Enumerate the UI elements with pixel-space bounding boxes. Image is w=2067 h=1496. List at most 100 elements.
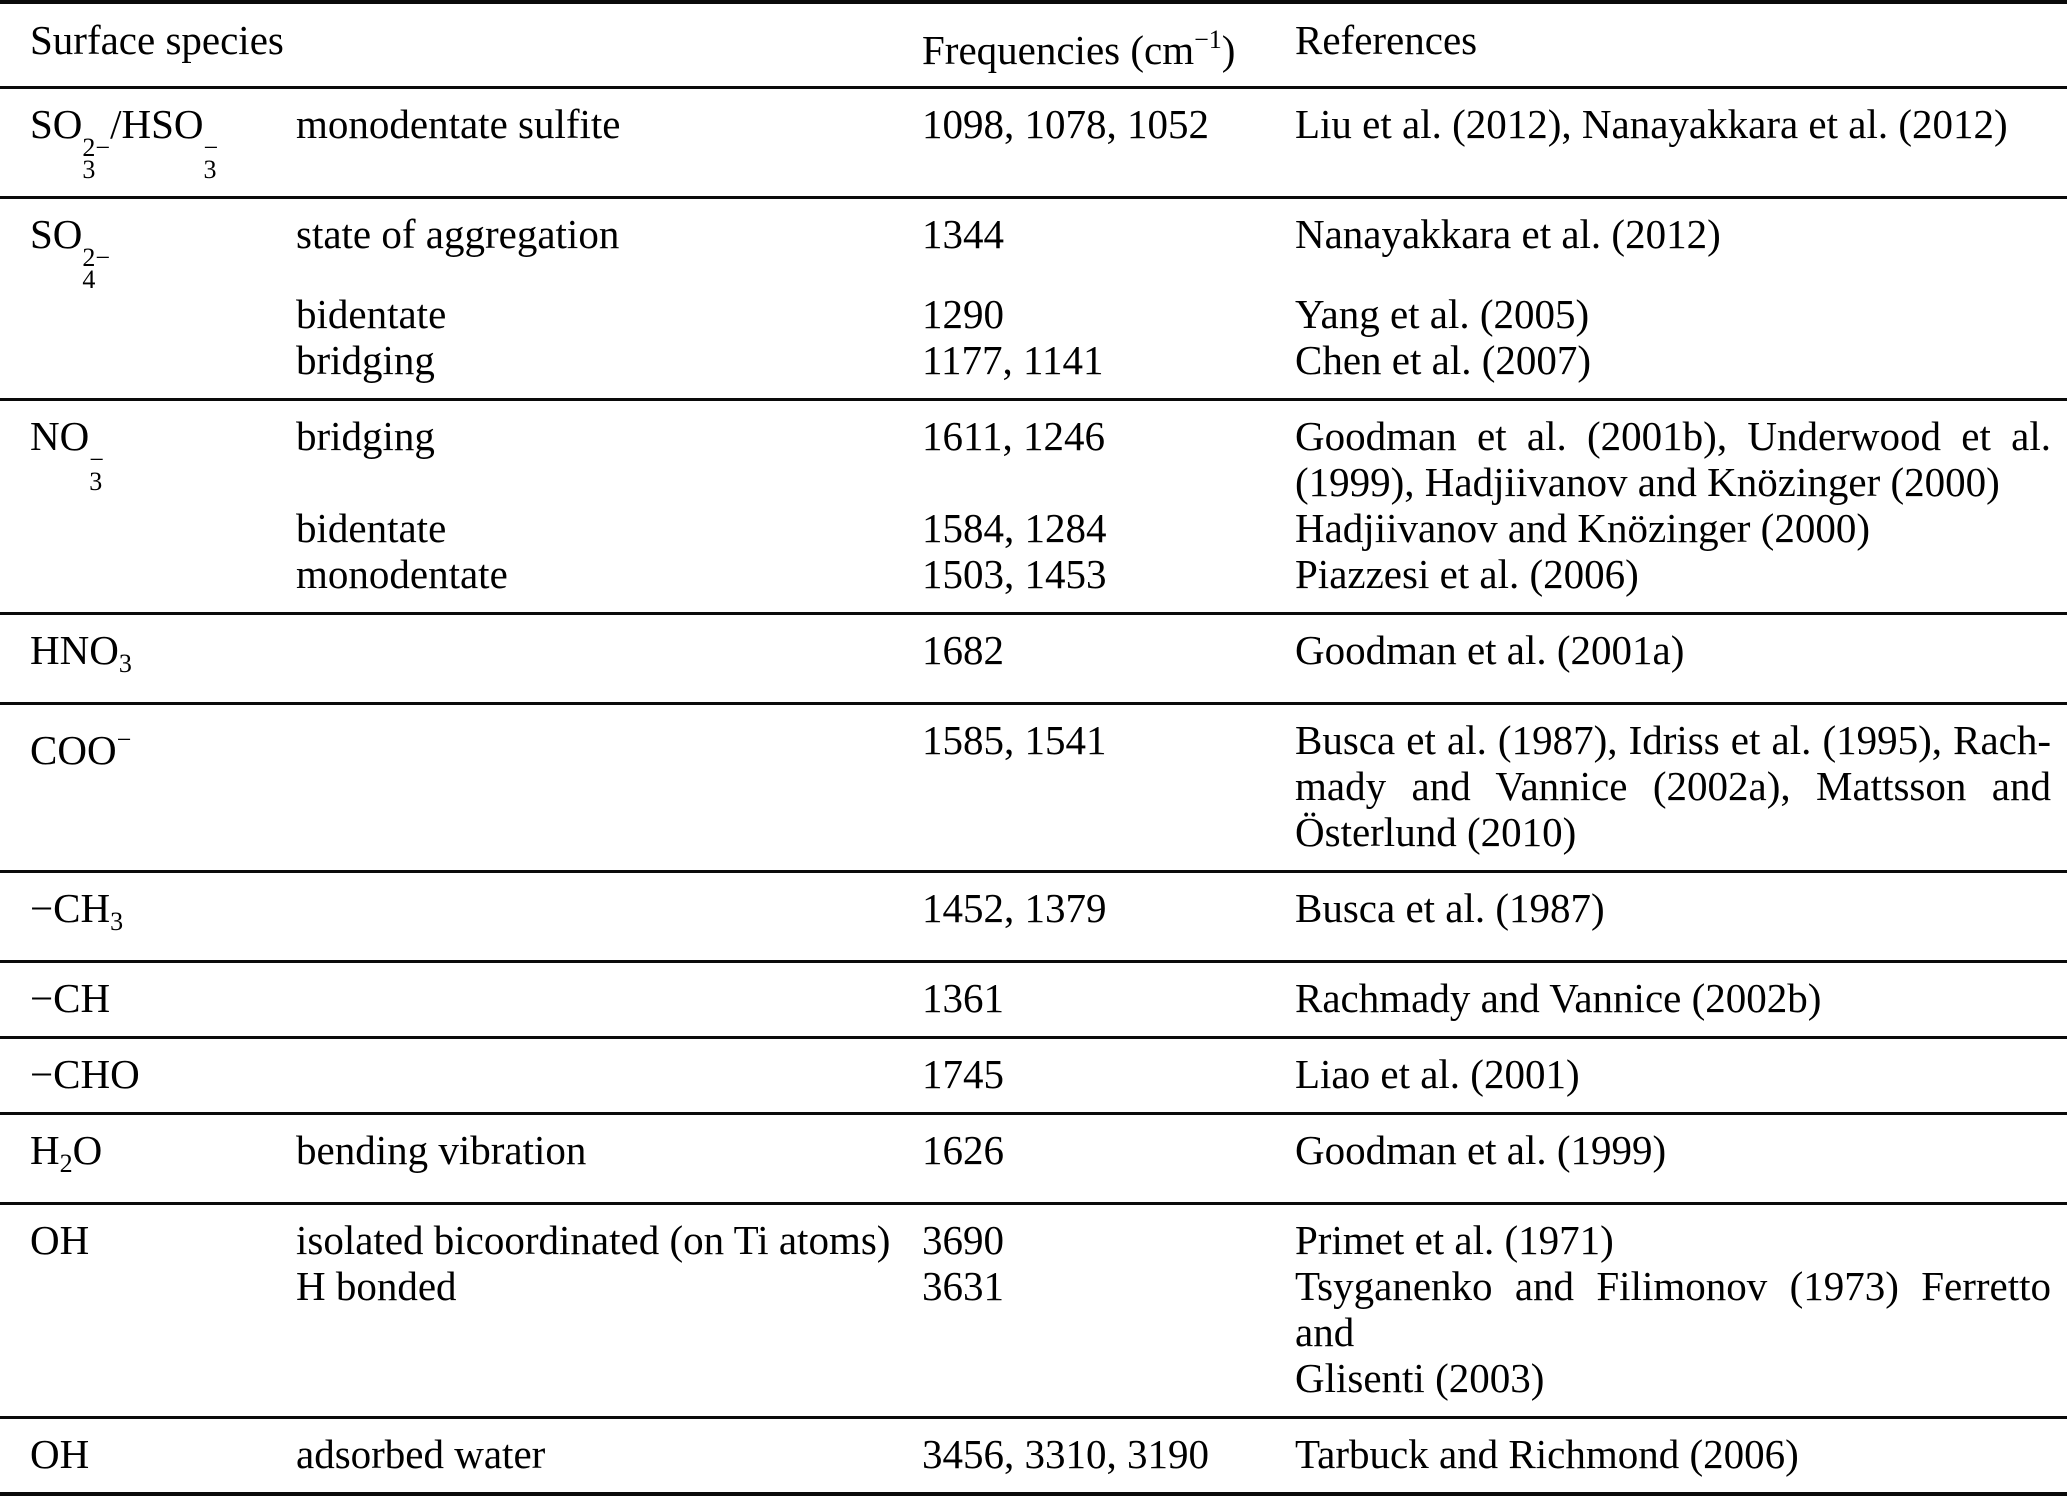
formula-text: 3 <box>82 155 96 184</box>
formula-supsub-stack: 2− 4 <box>82 243 111 293</box>
frequencies-cell: 1177, 1141 <box>922 337 1104 383</box>
description-cell: isolated bicoordinated (on Ti atoms) <box>296 1217 891 1263</box>
formula-text: − <box>203 133 219 162</box>
reference-line: Goodman et al. (1999) <box>1295 1127 1667 1173</box>
formula-text: HNO <box>30 627 119 673</box>
formula-text: OH <box>30 1431 90 1477</box>
reference-line: Busca et al. (1987) <box>1295 885 1605 931</box>
table-row: HNO3 1682 Goodman et al. (2001a) <box>0 627 2067 687</box>
description-cell: bidentate <box>296 291 447 337</box>
reference-line: Österlund (2010) <box>1295 809 1577 855</box>
reference-line: Piazzesi et al. (2006) <box>1295 551 1639 597</box>
description-cell: bridging <box>296 413 435 459</box>
formula-text: −CHO <box>30 1051 140 1097</box>
formula-text: 3 <box>118 649 132 678</box>
frequencies-cell: 1682 <box>922 627 1004 673</box>
frequencies-cell: 1585, 1541 <box>922 717 1107 763</box>
species-cell: HNO3 <box>30 627 296 687</box>
formula-text: OH <box>30 1217 90 1263</box>
references-cell: Yang et al. (2005) <box>1295 291 2051 337</box>
table-row: COO− 1585, 1541 Busca et al. (1987), Idr… <box>0 717 2067 855</box>
formula-text: NO <box>30 413 90 459</box>
table-row: bidentate 1584, 1284 Hadjiivanov and Knö… <box>0 505 2067 551</box>
description-cell: bridging <box>296 337 435 383</box>
formula-text: 2− <box>82 243 111 272</box>
formula-text: 3 <box>203 155 217 184</box>
reference-line: Busca et al. (1987), Idriss et al. (1995… <box>1295 717 2051 763</box>
reference-line: Goodman et al. (2001a) <box>1295 627 1685 673</box>
reference-line: Liu et al. (2012), Nanayakkara et al. (2… <box>1295 101 2008 147</box>
species-cell: COO− <box>30 717 296 773</box>
frequencies-cell: 1503, 1453 <box>922 551 1107 597</box>
frequencies-cell: 3456, 3310, 3190 <box>922 1431 1209 1477</box>
species-cell: OH <box>30 1431 296 1477</box>
references-cell: Hadjiivanov and Knözinger (2000) <box>1295 505 2051 551</box>
species-cell: −CH <box>30 975 296 1021</box>
table-row: H bonded 3631 Tsyganenko and Filimonov (… <box>0 1263 2067 1401</box>
reference-line: Rachmady and Vannice (2002b) <box>1295 975 1822 1021</box>
table-section: SO 2− 3/HSO −3 monodentate sulfite 1098, 10… <box>0 86 2067 196</box>
references-cell: Goodman et al. (1999) <box>1295 1127 2051 1173</box>
formula-text: − <box>116 725 132 754</box>
formula-text: 2− <box>82 133 111 162</box>
table-section: OH isolated bicoordinated (on Ti atoms) … <box>0 1202 2067 1416</box>
table-section: SO 2− 4 state of aggregation 1344 Nanayakk… <box>0 196 2067 398</box>
table-section: −CHO 1745 Liao et al. (2001) <box>0 1036 2067 1112</box>
table-row: NO −3 bridging 1611, 1246 Goodman et al. … <box>0 413 2067 505</box>
formula-text: H <box>30 1127 60 1173</box>
frequencies-cell: 1290 <box>922 291 1004 337</box>
formula-text: Frequencies (cm <box>922 27 1195 73</box>
table-section: −CH3 1452, 1379 Busca et al. (1987) <box>0 870 2067 960</box>
table-row: −CH3 1452, 1379 Busca et al. (1987) <box>0 885 2067 945</box>
references-cell: Rachmady and Vannice (2002b) <box>1295 975 2051 1021</box>
formula-text: −CH <box>30 975 111 1021</box>
formula-text: −1 <box>1194 25 1222 54</box>
table-section: OH adsorbed water 3456, 3310, 3190 Tarbu… <box>0 1416 2067 1492</box>
formula-text: O <box>72 1127 103 1173</box>
formula-text: 3 <box>110 907 124 936</box>
reference-line: Primet et al. (1971) <box>1295 1217 1614 1263</box>
reference-line: Chen et al. (2007) <box>1295 337 1592 383</box>
species-cell: SO 2− 4 <box>30 211 296 293</box>
description-cell: bending vibration <box>296 1127 587 1173</box>
references-cell: Chen et al. (2007) <box>1295 337 2051 383</box>
formula-text: − <box>89 445 104 474</box>
formula-text: SO <box>30 211 83 257</box>
table-row: monodentate 1503, 1453 Piazzesi et al. (… <box>0 551 2067 597</box>
species-cell: H2O <box>30 1127 296 1187</box>
frequencies-cell: 1452, 1379 <box>922 885 1107 931</box>
header-frequencies: Frequencies (cm−1) <box>922 17 1295 73</box>
references-cell: Nanayakkara et al. (2012) <box>1295 211 2051 257</box>
table-row: bidentate 1290 Yang et al. (2005) <box>0 291 2067 337</box>
table-section: HNO3 1682 Goodman et al. (2001a) <box>0 612 2067 702</box>
table-row: H2O bending vibration 1626 Goodman et al… <box>0 1127 2067 1187</box>
frequencies-cell: 1626 <box>922 1127 1004 1173</box>
description-cell: bidentate <box>296 505 447 551</box>
formula-supsub-stack: −3 <box>203 133 219 184</box>
species-cell: −CH3 <box>30 885 296 945</box>
formula-supsub-stack: 2− 3 <box>82 133 111 184</box>
references-cell: Piazzesi et al. (2006) <box>1295 551 2051 597</box>
header-references: References <box>1295 17 1478 63</box>
table-body: SO 2− 3/HSO −3 monodentate sulfite 1098, 10… <box>0 86 2067 1492</box>
frequencies-cell: 1361 <box>922 975 1004 1021</box>
description-cell: monodentate sulfite <box>296 101 621 147</box>
formula-text: −CH <box>30 885 111 931</box>
formula-text: /HSO <box>110 101 204 147</box>
formula-text: ) <box>1221 27 1236 73</box>
formula-text: SO <box>30 101 83 147</box>
description-cell: monodentate <box>296 551 508 597</box>
formula-supsub-stack: −3 <box>89 445 104 496</box>
references-cell: Busca et al. (1987), Idriss et al. (1995… <box>1295 717 2051 855</box>
formula-text: 3 <box>89 467 103 496</box>
table-section: NO −3 bridging 1611, 1246 Goodman et al. … <box>0 398 2067 612</box>
table-row: OH adsorbed water 3456, 3310, 3190 Tarbu… <box>0 1431 2067 1477</box>
description-cell: adsorbed water <box>296 1431 546 1477</box>
reference-line: Goodman et al. (2001b), Underwood et al. <box>1295 413 2051 459</box>
table-row: bridging 1177, 1141 Chen et al. (2007) <box>0 337 2067 383</box>
species-cell: NO −3 <box>30 413 296 496</box>
references-cell: Tarbuck and Richmond (2006) <box>1295 1431 2051 1477</box>
frequencies-cell: 3631 <box>922 1263 1004 1309</box>
frequencies-cell: 1098, 1078, 1052 <box>922 101 1209 147</box>
